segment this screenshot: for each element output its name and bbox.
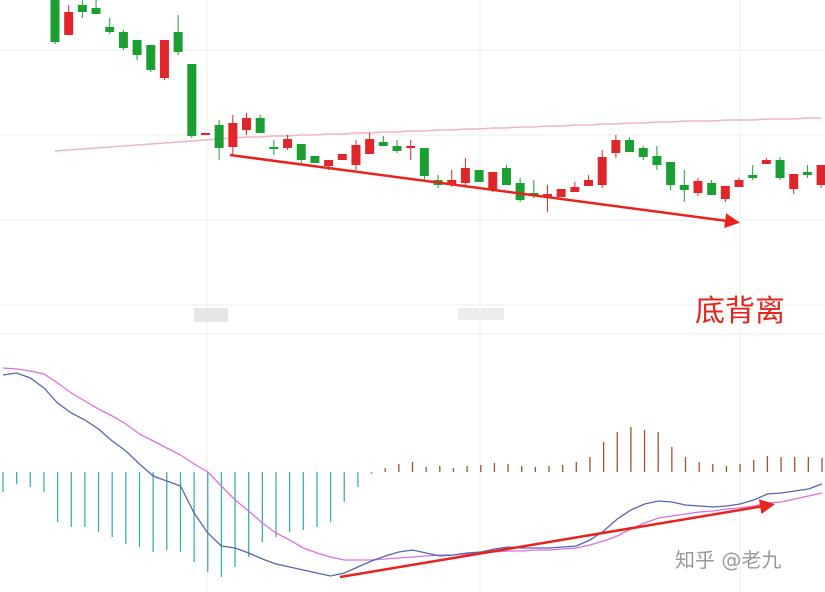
candle-body [666,162,676,185]
candle-body [419,148,429,176]
candle-body [597,157,607,185]
candle-body [474,170,484,182]
candle-body [105,27,115,32]
candle-body [187,64,197,136]
candle-body [351,145,361,165]
candle-body [296,144,306,160]
candle-body [625,140,635,152]
candle-body [228,123,238,147]
candle-body [242,118,252,130]
candle-body [64,12,74,35]
candle-body [77,5,87,12]
blurred-label [194,308,228,322]
trend-arrow [339,499,775,579]
blurred-label [458,308,504,320]
candle-body [132,40,142,55]
candle-body [720,186,730,199]
dif-line [2,372,823,577]
candle-body [611,140,621,153]
trend-arrow [229,153,740,229]
candle-body [816,165,825,185]
candle-body [789,174,799,189]
candle-body [679,185,689,190]
moving-average [54,117,822,152]
candle-body [652,156,662,165]
candle-body [337,154,347,160]
candle-body [707,183,717,195]
candle-body [200,133,210,135]
candle-body [118,32,128,48]
candle-body [50,0,60,42]
candle-body [406,146,416,148]
candle-body [447,180,457,184]
candle-body [214,125,224,148]
candle-body [501,168,511,185]
candle-body [488,172,498,189]
candle-body [570,187,580,192]
candle-body [378,142,388,146]
candle-body [802,172,812,175]
candle-body [556,189,566,197]
candle-body [283,139,293,148]
candle-body [693,181,703,193]
candle-body [173,32,183,52]
candle-body [324,160,334,166]
candle-body [365,139,375,154]
annotation: 底背离 [695,294,785,329]
candle-body [761,160,771,164]
watermark: 知乎 @老九 [675,548,781,572]
dea-line [2,367,823,561]
candle-body [638,148,648,157]
candle-body [159,40,169,78]
candle-body [91,8,101,14]
candle-body [734,180,744,187]
candle-body [775,160,785,178]
candle-body [584,180,594,186]
candle-body [146,45,156,70]
candle-body [460,168,470,183]
candle-body [269,147,279,149]
candle-body [748,175,758,178]
candle-body [542,194,552,197]
candle-body [310,156,320,163]
marks [2,0,825,577]
candle-body [392,146,402,151]
candle-body [515,183,525,200]
candle-body [255,118,265,133]
